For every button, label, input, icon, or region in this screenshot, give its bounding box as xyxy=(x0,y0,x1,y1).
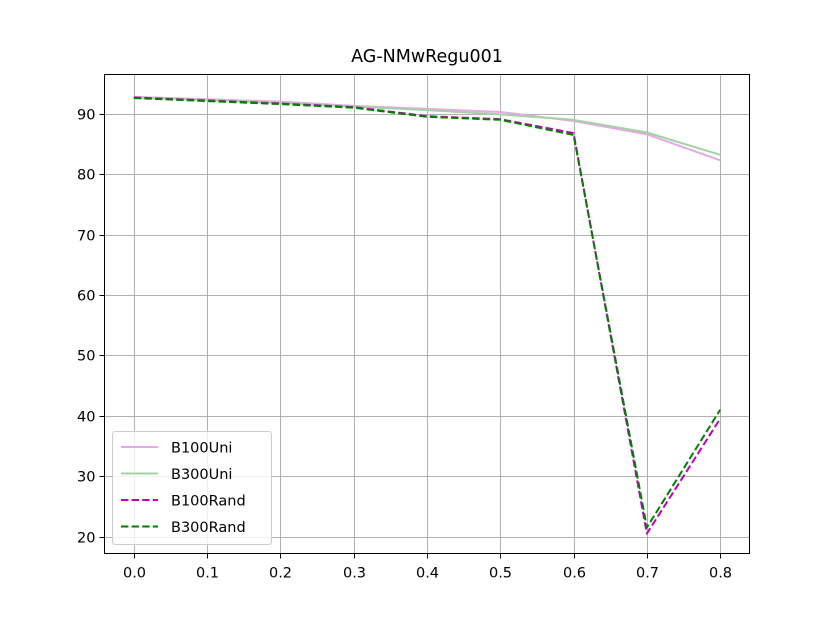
y-tick-label: 80 xyxy=(77,168,95,184)
chart-title: AG-NMwRegu001 xyxy=(351,47,503,67)
legend-label: B100Rand xyxy=(171,494,246,510)
axis-ticks: 0.0 0.1 0.2 0.3 0.4 0.5 0.6 0.7 0.8 20 30 40 50 60 70 8… xyxy=(77,108,732,582)
legend-label: B300Uni xyxy=(171,467,232,483)
x-tick-label: 0.0 xyxy=(123,566,146,582)
y-tick-label: 20 xyxy=(77,531,95,547)
x-tick-label: 0.4 xyxy=(416,566,439,582)
x-tick-label: 0.8 xyxy=(709,566,732,582)
x-tick-label: 0.2 xyxy=(269,566,292,582)
x-tick-label: 0.6 xyxy=(563,566,586,582)
legend-label: B100Uni xyxy=(171,441,232,457)
y-tick-label: 40 xyxy=(77,410,95,426)
grid xyxy=(104,74,750,554)
series-line-b300rand xyxy=(133,97,722,529)
legend: B100Uni B300Uni B100Rand B300Rand xyxy=(112,431,272,545)
legend-label: B300Rand xyxy=(171,520,246,536)
x-tick-label: 0.1 xyxy=(196,566,219,582)
legend-box xyxy=(112,431,272,545)
x-tick-label: 0.3 xyxy=(343,566,366,582)
y-tick-label: 50 xyxy=(77,349,95,365)
x-tick-label: 0.5 xyxy=(489,566,512,582)
y-tick-label: 60 xyxy=(77,289,95,305)
y-tick-label: 30 xyxy=(77,470,95,486)
series-lines xyxy=(133,95,722,535)
x-tick-label: 0.7 xyxy=(636,566,659,582)
y-tick-label: 90 xyxy=(77,108,95,124)
y-tick-label: 70 xyxy=(77,229,95,245)
